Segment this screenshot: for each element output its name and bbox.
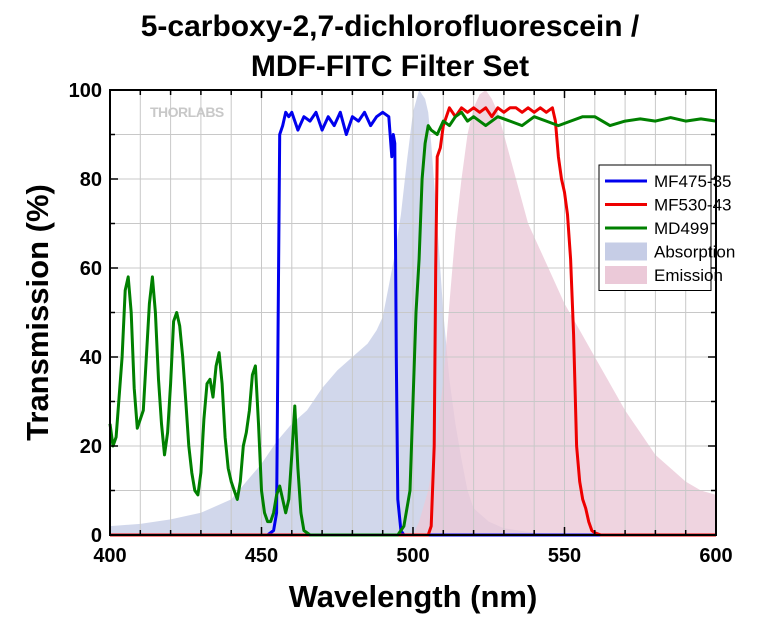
y-tick-label: 80 [80,169,102,191]
series-md499-line [108,110,717,537]
x-tick-label: 550 [548,545,581,567]
series-mf530-43-line [110,106,716,537]
line-series-group [108,106,717,537]
legend-swatch-emission [605,266,647,284]
chart-title-line2: MDF-FITC Filter Set [250,50,530,83]
x-axis-label: Wavelength (nm) [289,579,538,614]
chart-title-line1: 5-carboxy-2,7-dichlorofluorescein / [140,10,640,43]
y-axis-label: Transmission (%) [20,184,55,441]
y-tick-label: 60 [80,258,102,280]
legend-label-absorption: Absorption [654,243,735,262]
legend-label-mf530-43: MF530-43 [654,196,731,215]
x-tick-label: 400 [93,545,126,567]
legend: MF475-35 MF530-43 MD499 Absorption Emission [598,164,735,291]
y-tick-label: 100 [69,80,102,102]
x-tick-label: 600 [699,545,732,567]
x-tick-label: 450 [245,545,278,567]
thorlabs-watermark: THORLABS [150,104,224,120]
legend-label-md499: MD499 [654,219,709,238]
y-tick-label: 40 [80,347,102,369]
y-tick-labels: 0 20 40 60 80 100 [69,80,102,547]
y-tick-label: 0 [91,525,102,547]
x-tick-labels: 400 450 500 550 600 [93,545,732,567]
legend-swatch-absorption [605,242,647,261]
legend-label-emission: Emission [654,266,723,285]
series-mf475-35-line [110,110,716,537]
y-tick-label: 20 [80,436,102,458]
x-tick-label: 500 [396,545,429,567]
legend-label-mf475-35: MF475-35 [654,172,731,191]
